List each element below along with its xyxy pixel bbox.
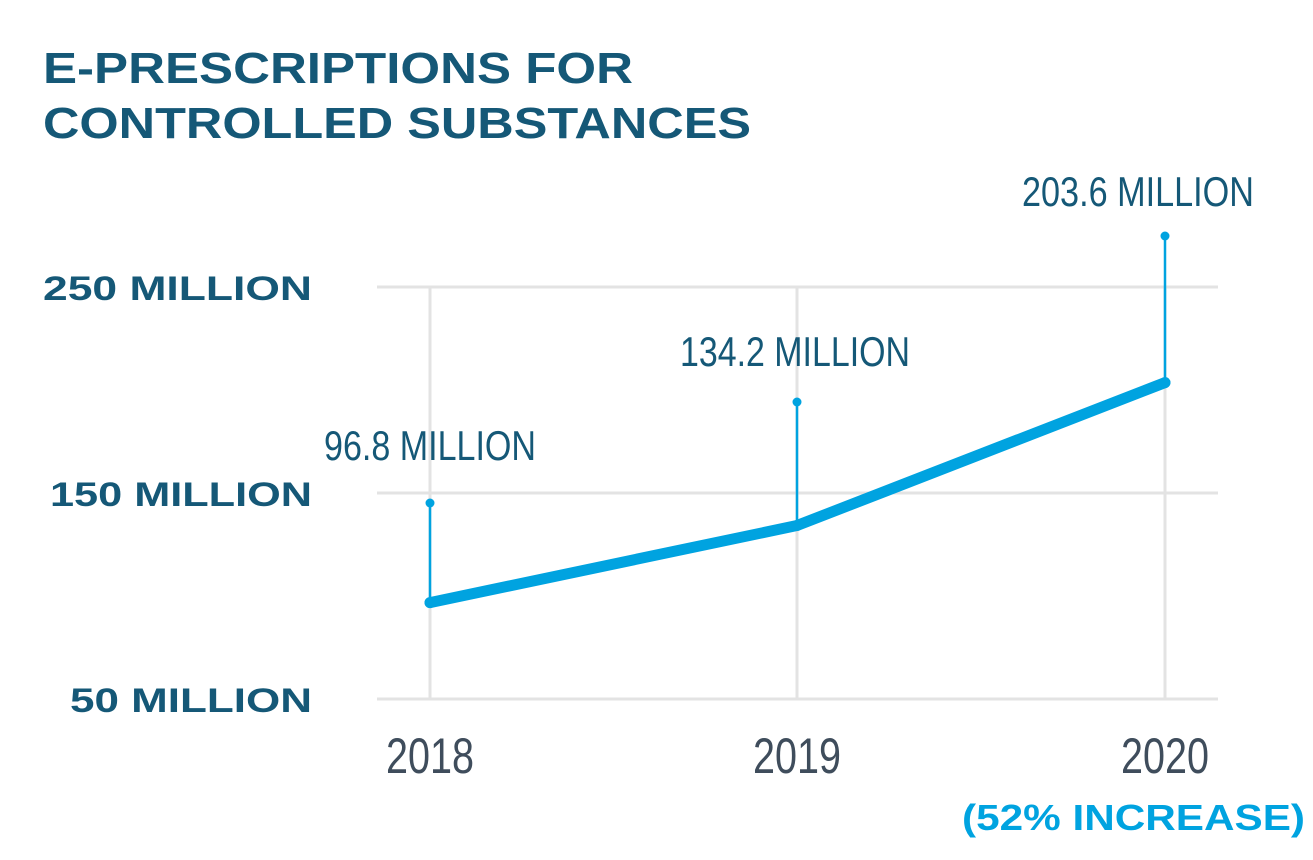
y-tick-label: 150 MILLION (50, 476, 312, 514)
data-label: 96.8 MILLION (324, 422, 536, 469)
chart-title: E-PRESCRIPTIONS FOR CONTROLLED SUBSTANCES (43, 44, 751, 148)
data-labels: 96.8 MILLION 134.2 MILLION 203.6 MILLION (324, 168, 1254, 603)
data-label: 134.2 MILLION (680, 328, 910, 375)
title-line: CONTROLLED SUBSTANCES (43, 99, 751, 148)
x-tick-label: 2018 (386, 728, 474, 784)
y-tick-label: 250 MILLION (43, 270, 312, 308)
x-tick-label: 2020 (1121, 728, 1209, 784)
title-line: E-PRESCRIPTIONS FOR (43, 44, 633, 93)
callout-dot (1160, 231, 1170, 241)
callout-dot (425, 498, 435, 508)
data-label: 203.6 MILLION (1022, 168, 1254, 215)
increase-annotation: (52% INCREASE) (962, 797, 1305, 838)
x-axis: 2018 2019 2020 (386, 728, 1209, 784)
callout-dot (792, 397, 802, 407)
x-tick-label: 2019 (753, 728, 841, 784)
y-tick-label: 50 MILLION (70, 682, 312, 720)
y-axis: 50 MILLION 150 MILLION 250 MILLION (43, 270, 312, 720)
